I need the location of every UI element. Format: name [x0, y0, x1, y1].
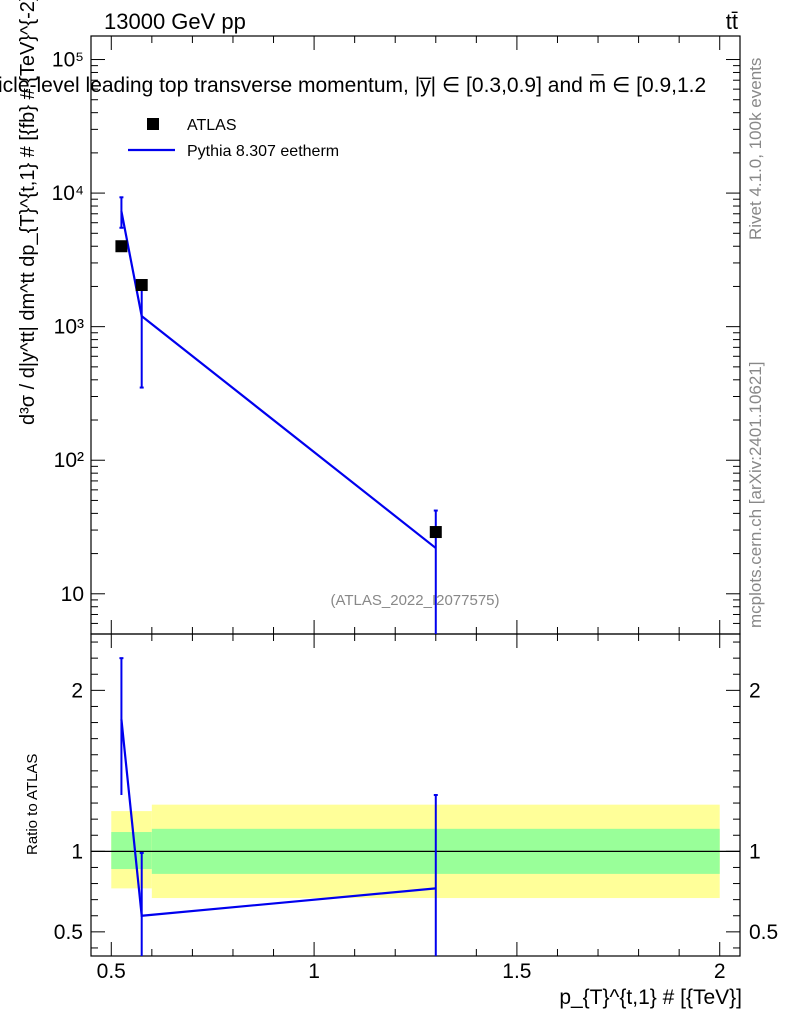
plot-title: icle-level leading top transverse moment… [0, 74, 706, 97]
legend-atlas-marker [147, 118, 159, 130]
legend-pythia-label: Pythia 8.307 eetherm [187, 143, 339, 160]
legend: ATLAS Pythia 8.307 eetherm [128, 117, 339, 160]
main-y-tick-label: 10⁴ [52, 182, 84, 205]
main-y-tick-label: 10 [61, 583, 84, 606]
x-tick-label: 0.5 [97, 960, 126, 983]
x-tick-label: 1.5 [502, 960, 531, 983]
main-y-tick-label: 10⁵ [52, 49, 84, 72]
ratio-pythia-line [120, 719, 436, 917]
main-y-tick-label: 10² [54, 449, 84, 472]
atlas-data-point [115, 240, 128, 253]
ratio-y-tick-label: 0.5 [54, 921, 83, 944]
ratio-xlabel: p_{T}^{t,1} # [{TeV}] [559, 986, 742, 1009]
rivet-version-label: Rivet 4.1.0, 100k events [746, 58, 765, 240]
ratio-axes: 0.5 1 1.5 2 0.5 0.5 1 1 2 2 [54, 633, 778, 983]
mcplots-label: mcplots.cern.ch [arXiv:2401.10621] [746, 362, 765, 628]
ratio-y-tick-label-right: 1 [749, 840, 761, 863]
x-tick-label: 1 [308, 960, 320, 983]
ratio-y-tick-label-right: 2 [749, 679, 761, 702]
atlas-data-point [429, 526, 442, 539]
ratio-y-tick-label: 1 [71, 840, 83, 863]
main-ylabel: d³σ / d|y^tt| dm^tt dp_{T}^{t,1} # [{fb}… [17, 0, 39, 425]
header-left: 13000 GeV pp [104, 9, 246, 34]
main-y-tick-label: 10³ [54, 316, 84, 339]
band-inner-0 [111, 832, 152, 870]
ratio-ylabel: Ratio to ATLAS [24, 754, 41, 855]
header-right: tt̄ [726, 9, 738, 34]
pythia-line [120, 211, 437, 549]
ratio-y-tick-label: 2 [71, 679, 83, 702]
analysis-watermark: (ATLAS_2022_I2077575) [330, 592, 499, 609]
ratio-y-tick-label-right: 0.5 [749, 921, 778, 944]
x-tick-label: 2 [714, 960, 726, 983]
atlas-data-point [135, 279, 148, 292]
ratio-frame [90, 633, 741, 957]
ratio-plot-area [91, 657, 740, 956]
main-plot-area [115, 196, 442, 634]
legend-atlas-label: ATLAS [187, 117, 237, 134]
